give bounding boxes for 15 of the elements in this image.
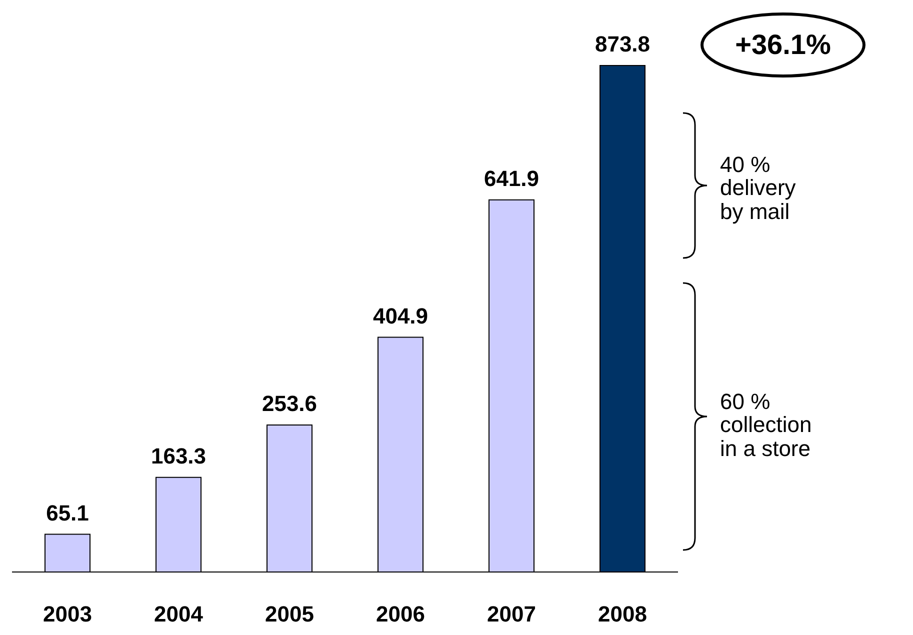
data-label: 873.8 — [594, 31, 650, 56]
text: +36.1% — [735, 29, 831, 60]
text: 40 % delivery by mail — [720, 152, 796, 224]
x-tick-label: 2005 — [265, 602, 314, 627]
data-label: 163.3 — [150, 443, 206, 468]
data-label: 404.9 — [372, 303, 428, 328]
data-label: 65.1 — [46, 500, 89, 526]
data-label: 253.6 — [262, 390, 318, 416]
text: 60 % collection in a store — [720, 389, 812, 461]
x-tick-label: 2006 — [376, 602, 425, 627]
x-tick-label: 2008 — [598, 602, 647, 627]
data-label: 641.9 — [484, 166, 540, 191]
x-tick-label: 2003 — [43, 602, 92, 627]
x-tick-label: 2004 — [154, 602, 204, 627]
x-tick-label: 2007 — [487, 602, 536, 627]
